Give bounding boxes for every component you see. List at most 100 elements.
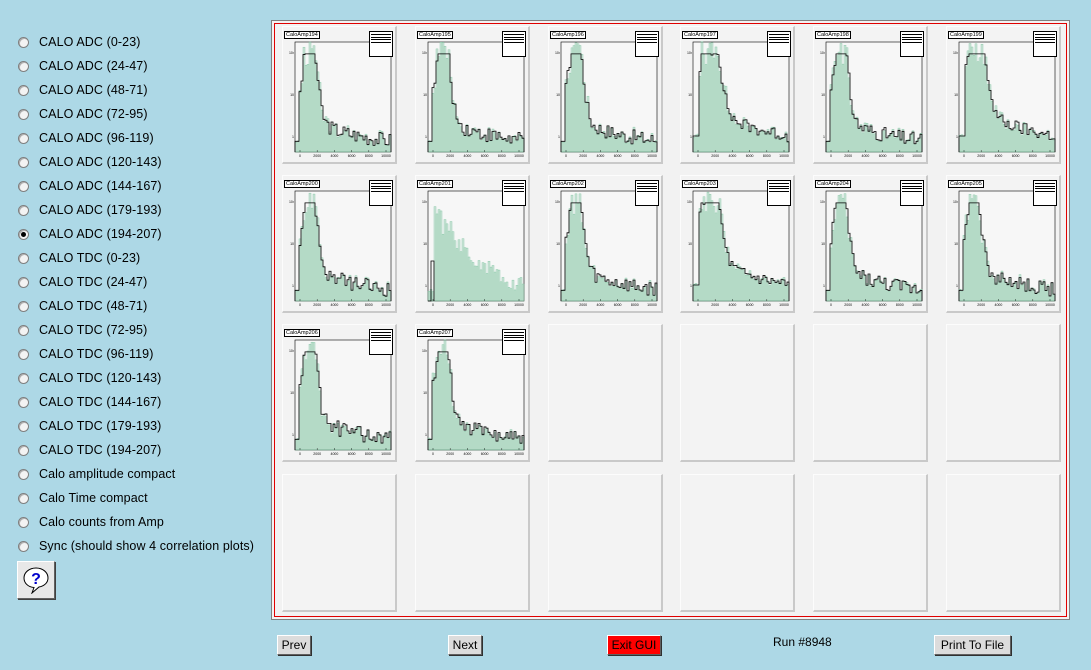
plot-option[interactable]: Calo counts from Amp <box>14 510 264 534</box>
empty-pad[interactable] <box>548 324 663 462</box>
radio-button[interactable] <box>18 444 29 456</box>
x-tick-label: 10000 <box>381 452 391 456</box>
radio-button[interactable] <box>18 372 29 384</box>
radio-button[interactable] <box>18 420 29 432</box>
plot-option-label: CALO TDC (48-71) <box>39 299 148 313</box>
radio-button[interactable] <box>18 180 29 192</box>
plot-option[interactable]: CALO TDC (120-143) <box>14 366 264 390</box>
radio-button[interactable] <box>18 300 29 312</box>
radio-button[interactable] <box>18 84 29 96</box>
radio-button[interactable] <box>18 204 29 216</box>
x-tick-label: 2000 <box>711 303 719 307</box>
plot-option[interactable]: CALO TDC (96-119) <box>14 342 264 366</box>
histogram-pad[interactable]: 0 2000 4000 6000 8000 10000 10² 10 1 CaloAmp200 <box>282 175 397 313</box>
histogram-pad[interactable]: 0 2000 4000 6000 8000 10000 10² 10 1 CaloAmp204 <box>813 175 928 313</box>
histogram-bin <box>308 344 312 451</box>
histogram-bin <box>913 144 917 153</box>
histogram-pad[interactable]: 0 2000 4000 6000 8000 10000 10² 10 1 CaloAmp201 <box>415 175 530 313</box>
radio-button[interactable] <box>18 276 29 288</box>
plot-option[interactable]: CALO TDC (24-47) <box>14 270 264 294</box>
plot-option[interactable]: CALO ADC (144-167) <box>14 174 264 198</box>
empty-pad[interactable] <box>415 474 530 612</box>
histogram-pad[interactable]: 0 2000 4000 6000 8000 10000 10² 10 1 CaloAmp205 <box>946 175 1061 313</box>
plot-option[interactable]: CALO TDC (48-71) <box>14 294 264 318</box>
histogram-pad[interactable]: 0 2000 4000 6000 8000 10000 10² 10 1 CaloAmp202 <box>548 175 663 313</box>
radio-button[interactable] <box>18 60 29 72</box>
radio-button[interactable] <box>18 132 29 144</box>
radio-button[interactable] <box>18 468 29 480</box>
empty-pad[interactable] <box>680 324 795 462</box>
plot-option[interactable]: Calo Time compact <box>14 486 264 510</box>
histogram-bin <box>881 283 885 302</box>
histogram-pad[interactable]: 0 2000 4000 6000 8000 10000 10² 10 1 CaloAmp195 <box>415 26 530 164</box>
histogram-pad[interactable]: 0 2000 4000 6000 8000 10000 10² 10 1 CaloAmp198 <box>813 26 928 164</box>
plot-option[interactable]: CALO TDC (194-207) <box>14 438 264 462</box>
plot-option[interactable]: Calo amplitude compact <box>14 462 264 486</box>
plot-option[interactable]: CALO ADC (0-23) <box>14 30 264 54</box>
histogram-pad[interactable]: 0 2000 4000 6000 8000 10000 10² 10 1 CaloAmp199 <box>946 26 1061 164</box>
histogram-pad[interactable]: 0 2000 4000 6000 8000 10000 10² 10 1 CaloAmp197 <box>680 26 795 164</box>
empty-pad[interactable] <box>813 324 928 462</box>
plot-option[interactable]: CALO TDC (179-193) <box>14 414 264 438</box>
histogram-bin <box>469 134 473 153</box>
histogram-bin <box>738 124 742 153</box>
plot-option[interactable]: CALO ADC (72-95) <box>14 102 264 126</box>
empty-pad[interactable] <box>813 474 928 612</box>
plot-option[interactable]: CALO TDC (0-23) <box>14 246 264 270</box>
stats-line <box>504 183 524 184</box>
plot-option[interactable]: CALO ADC (194-207) <box>14 222 264 246</box>
next-button[interactable]: Next <box>448 635 482 655</box>
radio-button[interactable] <box>18 36 29 48</box>
empty-pad[interactable] <box>946 324 1061 462</box>
plot-option[interactable]: CALO ADC (120-143) <box>14 150 264 174</box>
exit-gui-button[interactable]: Exit GUI <box>607 635 661 655</box>
histogram-pad[interactable]: 0 2000 4000 6000 8000 10000 10² 10 1 CaloAmp206 <box>282 324 397 462</box>
histogram-bin <box>774 139 778 153</box>
radio-button[interactable] <box>18 228 29 240</box>
histogram-outline <box>692 202 790 301</box>
radio-button[interactable] <box>18 348 29 360</box>
histogram-bin <box>1028 289 1032 302</box>
radio-button[interactable] <box>18 492 29 504</box>
histogram-bin <box>702 196 706 302</box>
stats-line <box>504 34 524 35</box>
histogram-canvas[interactable]: 0 2000 4000 6000 8000 10000 10² 10 1 CaloAmp194 0 2… <box>274 23 1067 617</box>
histogram-title: CaloAmp200 <box>284 180 320 188</box>
empty-pad[interactable] <box>946 474 1061 612</box>
plot-option[interactable]: CALO TDC (144-167) <box>14 390 264 414</box>
histogram-bin <box>754 280 758 302</box>
x-tick-label: 8000 <box>896 303 904 307</box>
radio-button[interactable] <box>18 156 29 168</box>
prev-button[interactable]: Prev <box>277 635 311 655</box>
histogram-bin <box>330 275 334 302</box>
radio-button[interactable] <box>18 540 29 552</box>
histogram-bin <box>976 61 980 153</box>
radio-button[interactable] <box>18 252 29 264</box>
histogram-pad[interactable]: 0 2000 4000 6000 8000 10000 10² 10 1 CaloAmp196 <box>548 26 663 164</box>
stats-line <box>371 183 391 184</box>
histogram-bin <box>604 135 608 153</box>
histogram-bin <box>499 281 503 302</box>
plot-option[interactable]: Sync (should show 4 correlation plots) <box>14 534 264 558</box>
plot-option[interactable]: CALO ADC (48-71) <box>14 78 264 102</box>
radio-button[interactable] <box>18 396 29 408</box>
empty-pad[interactable] <box>282 474 397 612</box>
histogram-pad[interactable]: 0 2000 4000 6000 8000 10000 10² 10 1 CaloAmp194 <box>282 26 397 164</box>
radio-button[interactable] <box>18 324 29 336</box>
x-tick-label: 4000 <box>862 154 870 158</box>
help-button[interactable]: ? <box>17 561 55 599</box>
plot-option[interactable]: CALO ADC (24-47) <box>14 54 264 78</box>
plot-option[interactable]: CALO ADC (179-193) <box>14 198 264 222</box>
radio-button[interactable] <box>18 108 29 120</box>
plot-option[interactable]: CALO ADC (96-119) <box>14 126 264 150</box>
print-to-file-button[interactable]: Print To File <box>934 635 1011 655</box>
radio-button[interactable] <box>18 516 29 528</box>
histogram-bin <box>370 291 374 302</box>
histogram-pad[interactable]: 0 2000 4000 6000 8000 10000 10² 10 1 CaloAmp207 <box>415 324 530 462</box>
histogram-pad[interactable]: 0 2000 4000 6000 8000 10000 10² 10 1 CaloAmp203 <box>680 175 795 313</box>
empty-pad[interactable] <box>680 474 795 612</box>
stats-line <box>902 185 922 186</box>
plot-option[interactable]: CALO TDC (72-95) <box>14 318 264 342</box>
histogram-bin <box>982 64 986 153</box>
empty-pad[interactable] <box>548 474 663 612</box>
